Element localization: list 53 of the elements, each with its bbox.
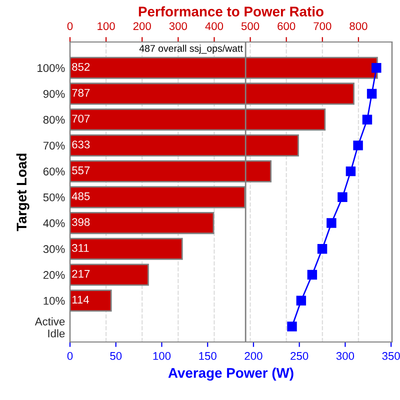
data-label: 311 — [72, 244, 89, 252]
y-tick-label: 80% — [43, 116, 65, 124]
y-tick-label: 10% — [44, 296, 65, 305]
data-label: 398 — [72, 218, 90, 226]
y-tick-label: 30% — [43, 245, 65, 254]
point — [317, 244, 328, 254]
x-tick-label: 350 — [382, 352, 400, 360]
point — [307, 270, 318, 280]
point — [372, 63, 382, 73]
x-tick-label: 300 — [336, 352, 354, 360]
data-label: 485 — [72, 192, 90, 200]
data-label: 633 — [72, 140, 90, 148]
y-tick-label: 60% — [43, 168, 65, 176]
x2-tick-label: 600 — [278, 22, 296, 30]
point — [296, 296, 306, 306]
data-label: 707 — [72, 114, 90, 123]
y-tick-label: 20% — [43, 271, 65, 279]
ref-line-label: 487 overall ssj_ops/watt — [139, 44, 243, 54]
x-tick-label: 100 — [153, 352, 171, 360]
data-label: 114 — [72, 296, 90, 304]
y-tick-label: 100% — [38, 64, 65, 72]
y-tick-label: 40% — [43, 219, 65, 228]
y-axis-title: Target Load — [16, 154, 30, 232]
x-tick-label: 250 — [290, 352, 308, 360]
y-tick-label: 90% — [43, 90, 65, 98]
x-tick-label: 200 — [244, 352, 262, 360]
y-tick-label: Active Idle — [34, 317, 65, 338]
x2-tick-label: 0 — [67, 22, 73, 30]
point — [366, 88, 377, 99]
y-tick-label: 70% — [43, 142, 65, 150]
x2-tick-label: 700 — [314, 22, 332, 30]
x-axis-title: Average Power (W) — [168, 368, 294, 381]
point — [346, 166, 356, 176]
data-label: 787 — [72, 88, 90, 97]
point — [287, 322, 297, 332]
data-label: 852 — [72, 62, 90, 71]
x2-tick-label: 400 — [205, 22, 224, 30]
data-label: 217 — [72, 270, 90, 278]
x2-tick-label: 800 — [350, 22, 368, 30]
point — [362, 114, 372, 124]
x2-tick-label: 300 — [169, 22, 188, 30]
x-tick-label: 0 — [67, 352, 73, 360]
x2-tick-label: 100 — [98, 22, 115, 30]
point — [338, 192, 348, 202]
x2-tick-label: 200 — [133, 22, 151, 30]
point — [353, 140, 363, 150]
x-tick-label: 50 — [110, 352, 122, 360]
x2-tick-label: 500 — [241, 22, 260, 30]
point — [326, 218, 336, 228]
x2-axis-title: Performance to Power Ratio — [138, 6, 324, 16]
data-label: 557 — [72, 166, 90, 174]
x-tick-label: 150 — [199, 352, 216, 360]
y-tick-label: 50% — [43, 193, 65, 202]
